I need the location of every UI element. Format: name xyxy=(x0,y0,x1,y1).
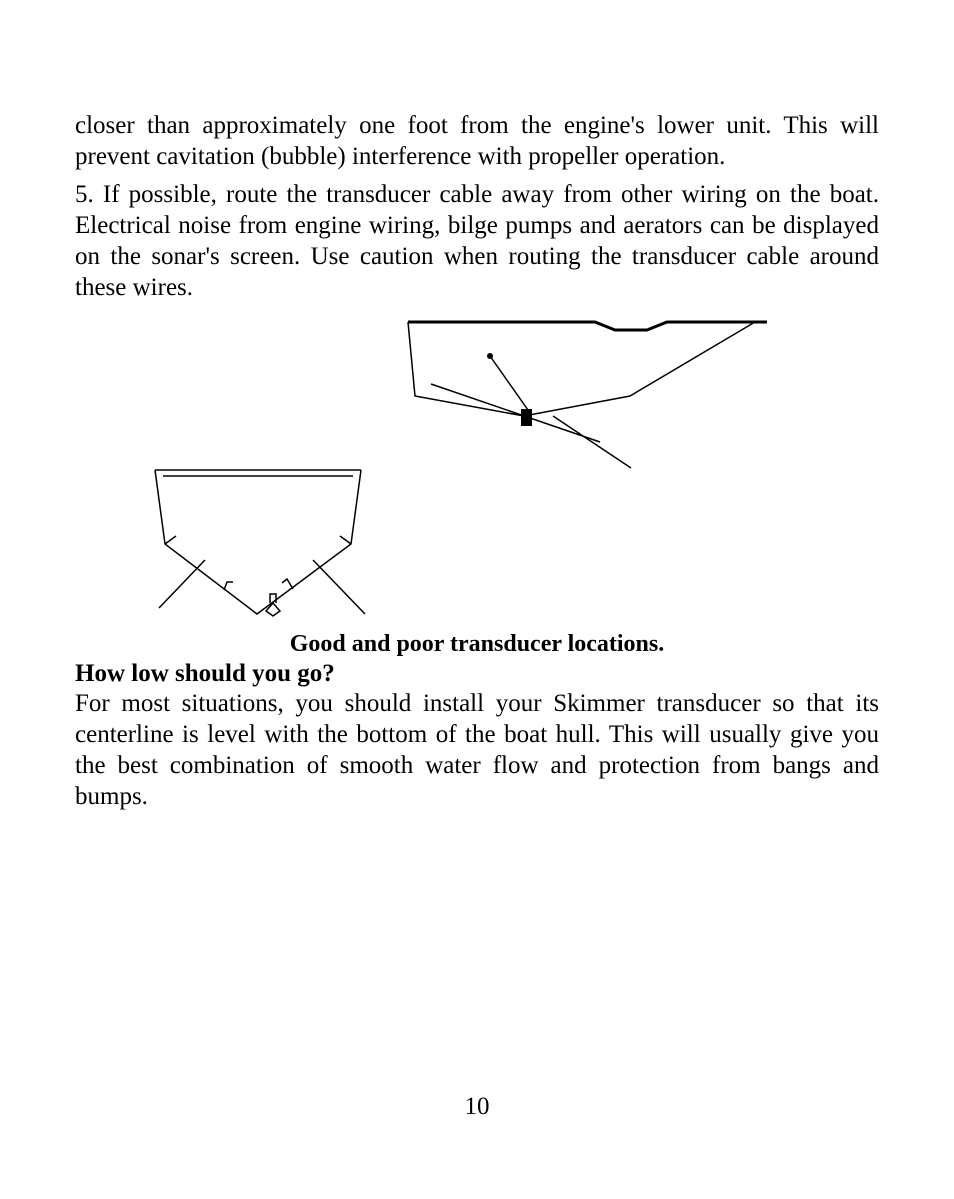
top-hull-outline xyxy=(408,322,755,416)
paragraph-continuation: closer than approximately one foot from … xyxy=(75,110,879,173)
document-page: closer than approximately one foot from … xyxy=(0,0,954,1199)
figure-caption: Good and poor transducer locations. xyxy=(75,631,879,658)
paragraph-item-5: 5. If possible, route the transducer cab… xyxy=(75,179,879,304)
top-hull-deck-edge xyxy=(408,322,767,330)
section-heading: How low should you go? xyxy=(75,660,879,688)
bottom-hull-outline xyxy=(155,470,361,614)
page-number: 10 xyxy=(0,1093,954,1121)
bottom-hull-strake-right xyxy=(282,579,293,589)
bottom-hull-strake-left xyxy=(224,582,233,590)
bottom-hull-flow-left xyxy=(159,560,205,608)
bottom-hull-flow-right xyxy=(313,560,365,614)
top-hull-reference-line xyxy=(490,356,528,410)
bottom-hull-chine-left xyxy=(165,536,176,544)
top-hull-flow-2 xyxy=(553,416,631,468)
transducer-locations-figure xyxy=(75,314,879,629)
paragraph-body: For most situations, you should install … xyxy=(75,688,879,813)
bottom-hull-chine-right xyxy=(340,536,351,544)
hull-diagram-svg xyxy=(75,314,879,624)
